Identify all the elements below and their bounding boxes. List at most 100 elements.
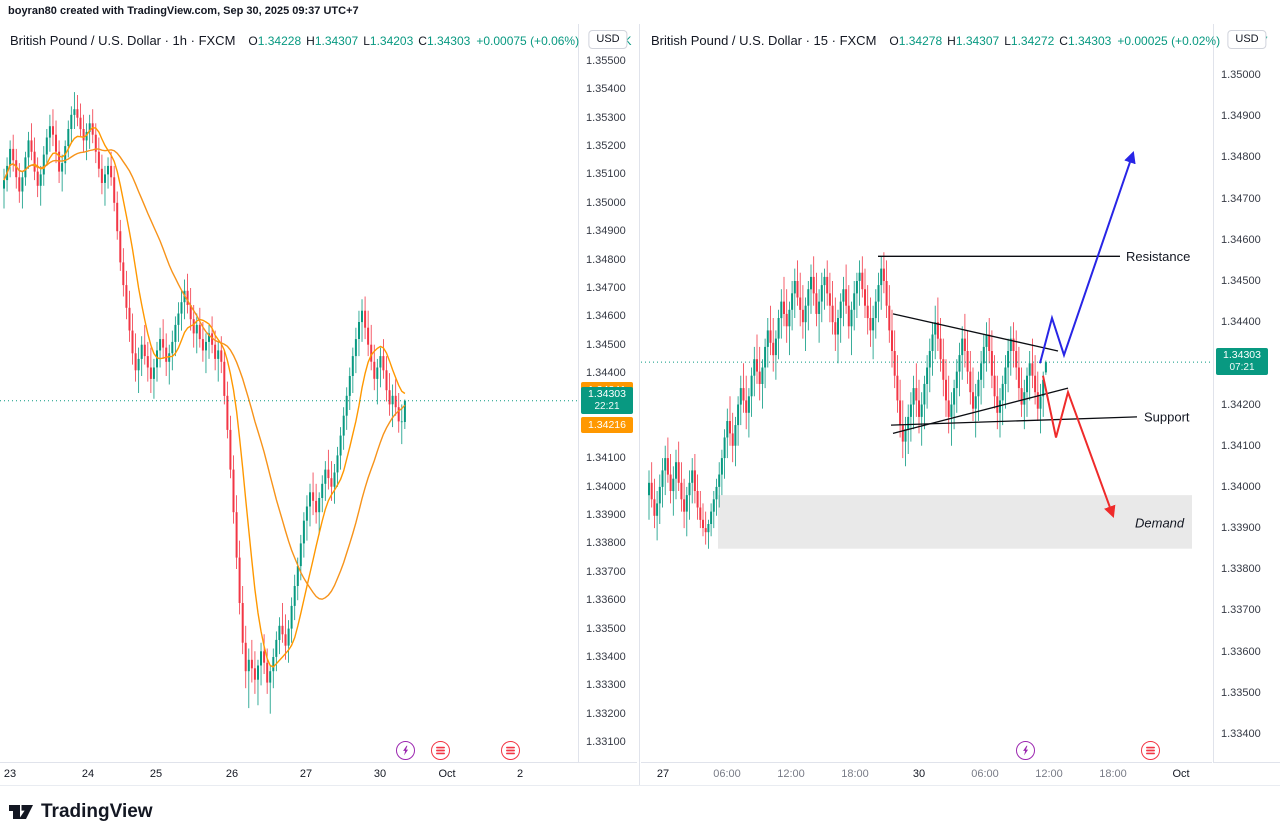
bar-countdown: 22:21: [594, 400, 620, 412]
candlestick-plot-15m[interactable]: British Pound / U.S. Dollar · 15 · FXCM O…: [641, 24, 1268, 763]
price-tick: 1.33700: [1221, 604, 1261, 617]
time-tick: Oct: [1172, 768, 1190, 780]
projection-arrow-up[interactable]: [1039, 151, 1136, 364]
price-tick: 1.34800: [1221, 151, 1261, 164]
price-tick: 1.34600: [1221, 233, 1261, 246]
price-tick: 1.34200: [1221, 398, 1261, 411]
economic-event-icon[interactable]: [431, 741, 450, 760]
price-tick: 1.34400: [1221, 316, 1261, 329]
brand-name: TradingView: [41, 801, 153, 822]
price-tick: 1.33600: [586, 594, 626, 607]
price-tick: 1.34900: [1221, 110, 1261, 123]
time-axis[interactable]: 23 24 25 26 27 30 Oct 2: [0, 763, 637, 785]
time-tick: 30: [912, 768, 926, 780]
demand-label[interactable]: Demand: [1135, 516, 1185, 531]
trendline-lower[interactable]: [892, 387, 1069, 435]
lightning-icon[interactable]: [1016, 741, 1035, 760]
support-label[interactable]: Support: [1144, 409, 1190, 424]
left-chart-panel: British Pound / U.S. Dollar · 1h · FXCM O…: [0, 24, 637, 785]
attribution-bar: boyran80 created with TradingView.com, S…: [0, 0, 1280, 24]
ma-price-label: 1.34216: [581, 417, 633, 434]
tradingview-mark-icon: [9, 805, 33, 819]
time-tick: 12:00: [1035, 768, 1063, 780]
economic-event-icon[interactable]: [501, 741, 520, 760]
trendline-upper[interactable]: [892, 313, 1059, 352]
currency-button[interactable]: USD: [1227, 30, 1267, 49]
price-tick: 1.33500: [1221, 686, 1261, 699]
price-tick: 1.35500: [586, 54, 626, 67]
time-tick: 23: [3, 768, 17, 780]
price-tick: 1.33800: [1221, 563, 1261, 576]
time-tick: 06:00: [713, 768, 741, 780]
currency-button[interactable]: USD: [588, 30, 628, 49]
price-axis[interactable]: USD 1.35500 1.35400 1.35300 1.35200 1.35100 1…: [578, 24, 637, 763]
footer: TradingView: [0, 785, 1280, 839]
time-tick: 30: [373, 768, 387, 780]
candlestick-plot-1h[interactable]: British Pound / U.S. Dollar · 1h · FXCM O…: [0, 24, 631, 763]
ma-line[interactable]: [3, 126, 406, 668]
price-tick: 1.34100: [1221, 439, 1261, 452]
price-tick: 1.34000: [1221, 480, 1261, 493]
projection-arrow-down[interactable]: [1042, 375, 1116, 518]
time-tick: 18:00: [1099, 768, 1127, 780]
right-chart-panel: British Pound / U.S. Dollar · 15 · FXCM O…: [641, 24, 1280, 785]
price-tick: 1.35300: [586, 111, 626, 124]
price-tick: 1.33400: [586, 651, 626, 663]
current-price-label: 1.34303 07:21: [1216, 348, 1268, 376]
ma-line[interactable]: [3, 148, 406, 600]
bar-countdown: 07:21: [1229, 362, 1255, 374]
time-tick: 26: [225, 768, 239, 780]
price-tick: 1.35000: [586, 196, 626, 209]
price-tick: 1.34600: [586, 310, 626, 323]
price-tick: 1.34700: [586, 282, 626, 294]
charts-row: British Pound / U.S. Dollar · 1h · FXCM O…: [0, 24, 1280, 785]
time-tick: 12:00: [777, 768, 805, 780]
price-tick: 1.34500: [1221, 275, 1261, 287]
support-line[interactable]: [890, 416, 1138, 426]
price-tick: 1.33900: [1221, 522, 1261, 535]
candles-series: [3, 92, 406, 714]
time-tick: 06:00: [971, 768, 999, 780]
price-tick: 1.34900: [586, 225, 626, 238]
demand-zone[interactable]: [718, 495, 1192, 549]
price-tick: 1.33500: [586, 622, 626, 635]
time-tick: 2: [516, 768, 524, 780]
price-tick: 1.35100: [586, 168, 626, 181]
time-tick: Oct: [438, 768, 456, 780]
price-tick: 1.34400: [586, 367, 626, 380]
candles-series: [648, 252, 1047, 549]
price-tick: 1.34000: [586, 480, 626, 493]
chart-canvas[interactable]: Resistance Support Demand: [641, 24, 1212, 762]
price-tick: 1.33200: [586, 707, 626, 720]
time-tick: 18:00: [841, 768, 869, 780]
tradingview-logo[interactable]: TradingView: [8, 799, 153, 825]
time-tick: 27: [656, 768, 670, 780]
resistance-label[interactable]: Resistance: [1126, 249, 1190, 264]
price-tick: 1.34700: [1221, 192, 1261, 205]
chart-canvas[interactable]: [0, 24, 578, 762]
time-tick: 24: [81, 768, 95, 780]
price-tick: 1.33800: [586, 537, 626, 550]
price-tick: 1.33300: [586, 679, 626, 692]
price-tick: 1.33700: [586, 565, 626, 578]
time-axis[interactable]: 27 06:00 12:00 18:00 30 06:00 12:00 18:00 Oct: [641, 763, 1280, 785]
economic-event-icon[interactable]: [1141, 741, 1160, 760]
price-tick: 1.33600: [1221, 645, 1261, 658]
current-price-label: 1.34303 22:21: [581, 386, 633, 414]
price-tick: 1.34100: [586, 452, 626, 465]
time-tick: 25: [149, 768, 163, 780]
time-tick: 27: [299, 768, 313, 780]
price-tick: 1.34500: [586, 338, 626, 351]
price-tick: 1.35200: [586, 140, 626, 153]
lightning-icon[interactable]: [396, 741, 415, 760]
price-tick: 1.33400: [1221, 728, 1261, 740]
price-tick: 1.33900: [586, 509, 626, 522]
price-tick: 1.33100: [586, 736, 626, 749]
price-tick: 1.35400: [586, 83, 626, 96]
price-tick: 1.34800: [586, 253, 626, 266]
price-axis[interactable]: USD 1.35000 1.34900 1.34800 1.34700 1.34600 1…: [1213, 24, 1280, 763]
panel-divider[interactable]: [639, 24, 640, 785]
attribution-text: boyran80 created with TradingView.com, S…: [8, 5, 359, 17]
price-tick: 1.35000: [1221, 69, 1261, 82]
